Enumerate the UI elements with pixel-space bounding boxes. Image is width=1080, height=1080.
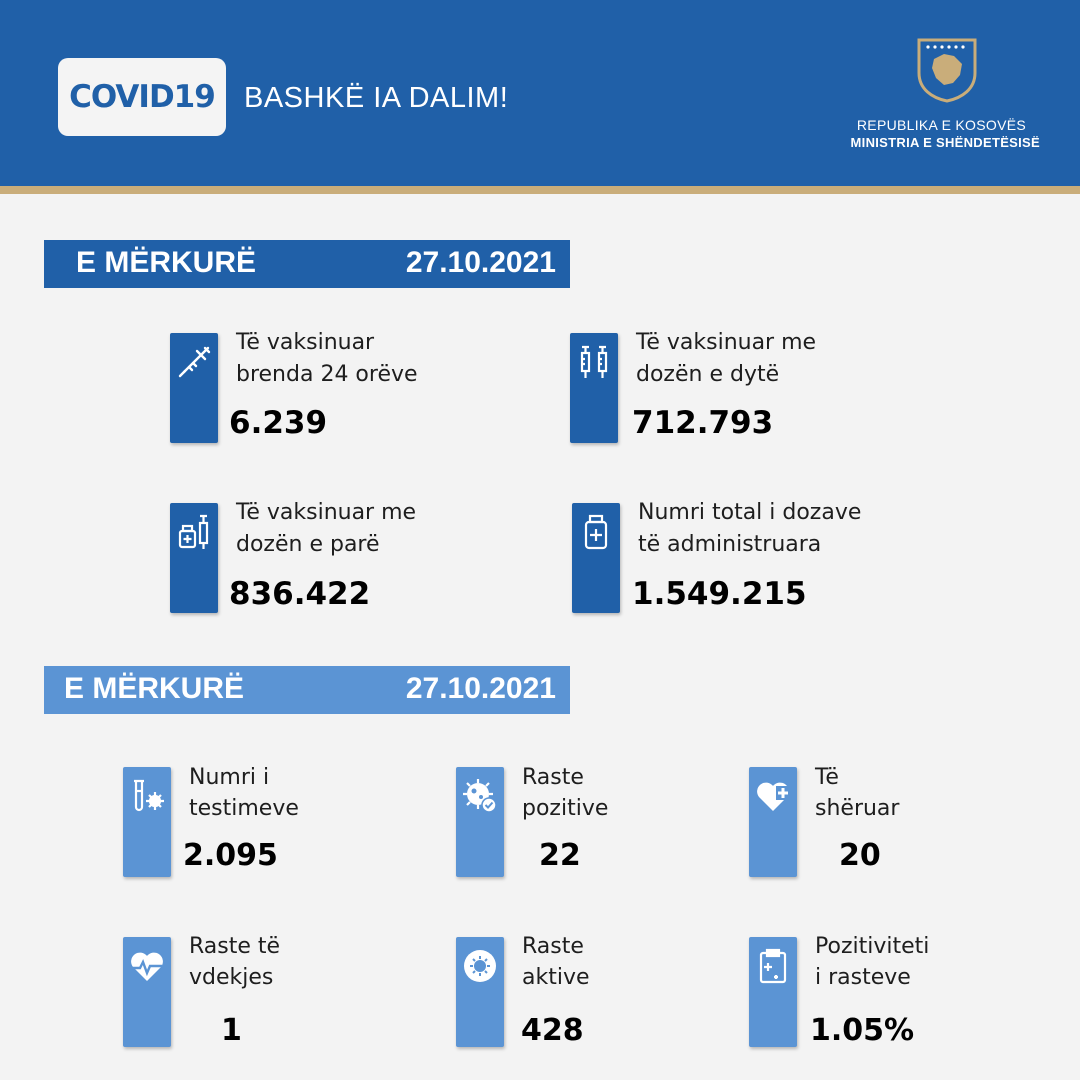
virus-check-icon bbox=[463, 779, 497, 813]
total-doses-label: Numri total i dozave të administruara bbox=[638, 500, 862, 557]
vaccination-date-bar: E MËRKURË 27.10.2021 bbox=[44, 240, 570, 288]
deaths-value: 1 bbox=[221, 1013, 242, 1048]
header-banner: COVID19 BASHKË IA DALIM! REPUBLIKA E KOS… bbox=[0, 0, 1080, 186]
tests-card bbox=[123, 767, 171, 877]
virus-circle-icon bbox=[464, 950, 496, 982]
first-dose-label: Të vaksinuar me dozën e parë bbox=[236, 500, 417, 557]
first-dose-card bbox=[170, 503, 218, 613]
positive-cases-label: Raste pozitive bbox=[522, 765, 609, 821]
vial-syringe-icon bbox=[178, 514, 209, 549]
positivity-card bbox=[749, 937, 797, 1047]
second-dose-value: 712.793 bbox=[632, 405, 774, 441]
total-doses-value: 1.549.215 bbox=[632, 576, 807, 612]
second-dose-label: Të vaksinuar me dozën e dytë bbox=[636, 330, 817, 387]
vaccinated-24h-label: Të vaksinuar brenda 24 orëve bbox=[236, 330, 418, 387]
active-cases-value: 428 bbox=[521, 1013, 584, 1048]
heart-pulse-icon bbox=[131, 952, 163, 981]
tests-value: 2.095 bbox=[183, 838, 278, 873]
deaths-card bbox=[123, 937, 171, 1047]
test-tube-virus-icon bbox=[134, 779, 164, 812]
total-doses-card bbox=[572, 503, 620, 613]
positive-cases-card bbox=[456, 767, 504, 877]
gov-ministry-label: MINISTRIA E SHËNDETËSISË bbox=[850, 135, 1040, 150]
deaths-label: Raste të vdekjes bbox=[189, 934, 281, 990]
active-cases-label: Raste aktive bbox=[522, 934, 590, 990]
first-dose-value: 836.422 bbox=[229, 576, 371, 612]
positivity-label: Pozitiviteti i rasteve bbox=[815, 934, 930, 990]
vaccination-date: 27.10.2021 bbox=[405, 246, 556, 279]
heart-plus-icon bbox=[757, 782, 790, 811]
positivity-value: 1.05% bbox=[810, 1013, 915, 1048]
gov-republic-label: REPUBLIKA E KOSOVËS bbox=[856, 117, 1026, 133]
clipboard-icon bbox=[759, 948, 787, 984]
kosovo-coat-of-arms-icon bbox=[917, 38, 977, 103]
syringe-icon bbox=[178, 346, 211, 378]
slogan: BASHKË IA DALIM! bbox=[244, 82, 509, 114]
two-syringes-icon bbox=[580, 345, 608, 378]
recovered-value: 20 bbox=[839, 838, 881, 873]
vaccinated-24h-card bbox=[170, 333, 218, 443]
vaccinated-24h-value: 6.239 bbox=[229, 405, 328, 441]
active-cases-card bbox=[456, 937, 504, 1047]
vaccination-day: E MËRKURË bbox=[76, 246, 257, 279]
covid19-badge: COVID19 bbox=[58, 58, 226, 136]
positive-cases-value: 22 bbox=[539, 838, 581, 873]
medicine-bottle-icon bbox=[584, 514, 608, 550]
cases-date: 27.10.2021 bbox=[405, 672, 556, 705]
recovered-card bbox=[749, 767, 797, 877]
cases-day: E MËRKURË bbox=[64, 672, 245, 705]
tests-label: Numri i testimeve bbox=[189, 765, 299, 821]
gold-divider bbox=[0, 186, 1080, 194]
recovered-label: Të shëruar bbox=[815, 765, 900, 821]
second-dose-card bbox=[570, 333, 618, 443]
cases-date-bar: E MËRKURË 27.10.2021 bbox=[44, 666, 570, 714]
